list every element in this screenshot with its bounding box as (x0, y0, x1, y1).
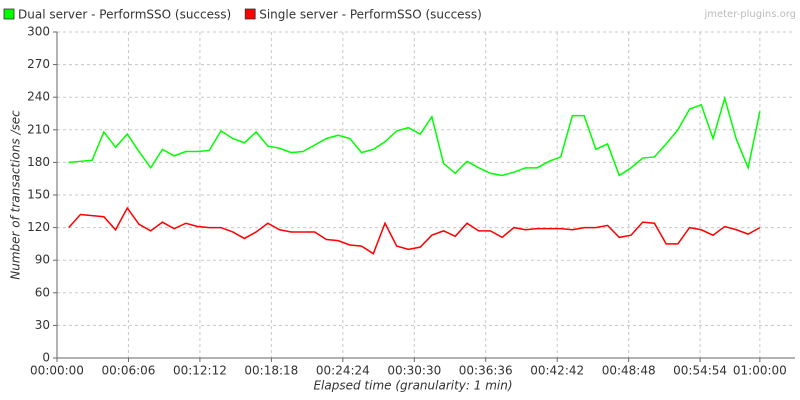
watermark: jmeter-plugins.org (703, 9, 796, 20)
x-tick-label: 01:00:00 (733, 364, 787, 378)
x-tick-label: 00:00:00 (30, 364, 84, 378)
legend-label: Dual server - PerformSSO (success) (18, 8, 231, 22)
x-tick-label: 00:30:30 (387, 364, 441, 378)
y-tick-label: 210 (27, 122, 50, 136)
y-tick-label: 270 (27, 57, 50, 71)
series-line (68, 206, 761, 255)
y-axis-label: Number of transactions /sec (9, 110, 23, 280)
y-tick-label: 0 (42, 351, 50, 365)
legend-swatch (244, 8, 256, 20)
y-tick-label: 240 (27, 90, 50, 104)
x-tick-label: 00:06:06 (102, 364, 156, 378)
y-tick-label: 30 (35, 318, 50, 332)
y-tick-label: 150 (27, 188, 50, 202)
x-tick-label: 00:48:48 (602, 364, 656, 378)
y-tick-label: 120 (27, 220, 50, 234)
x-tick-label: 00:36:36 (459, 364, 513, 378)
legend-label: Single server - PerformSSO (success) (259, 8, 482, 22)
x-tick-label: 00:54:54 (673, 364, 727, 378)
y-tick-label: 300 (27, 25, 50, 39)
series-line (68, 95, 761, 177)
y-tick-label: 60 (35, 285, 50, 299)
y-tick-label: 180 (27, 155, 50, 169)
x-tick-label: 00:12:12 (173, 364, 227, 378)
x-tick-label: 00:18:18 (244, 364, 298, 378)
x-tick-label: 00:42:42 (530, 364, 584, 378)
x-tick-label: 00:24:24 (316, 364, 370, 378)
legend-swatch (3, 8, 15, 20)
y-tick-label: 90 (35, 253, 50, 267)
x-axis-label: Elapsed time (granularity: 1 min) (313, 379, 512, 393)
